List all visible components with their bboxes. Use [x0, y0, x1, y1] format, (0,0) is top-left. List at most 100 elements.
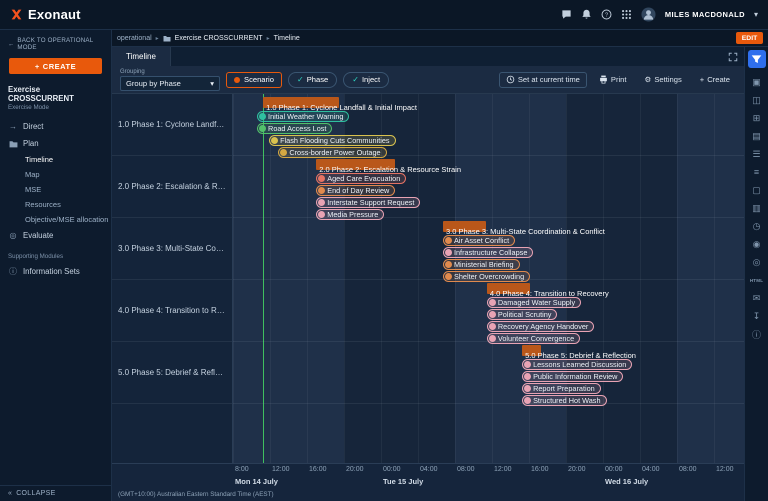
phase-bar-fill: [522, 345, 542, 356]
settings-button[interactable]: ⚙ Settings: [644, 75, 682, 84]
inject-pill[interactable]: Volunteer Convergence: [486, 333, 581, 344]
phase-bar-label: 4.0 Phase 4: Transition to Recovery: [489, 289, 609, 298]
inject-pill[interactable]: Political Scrutiny: [486, 309, 558, 320]
info-icon[interactable]: ⓘ: [751, 329, 761, 340]
phase-bar[interactable]: 2.0 Phase 2: Escalation & Resource Strai…: [316, 159, 464, 174]
clock-icon[interactable]: ◷: [752, 220, 761, 231]
inject-pill[interactable]: End of Day Review: [316, 185, 396, 196]
axis-tick-label: 20:00: [346, 466, 364, 473]
split-view-icon[interactable]: ◫: [752, 94, 761, 105]
phase-bar[interactable]: 5.0 Phase 5: Debrief & Reflection: [522, 345, 639, 360]
timeline-row-label[interactable]: 4.0 Phase 4: Transition to Recovery: [112, 280, 232, 342]
grid-column: [640, 94, 677, 463]
phase-bar[interactable]: 4.0 Phase 4: Transition to Recovery: [486, 283, 612, 298]
print-button[interactable]: Print: [593, 72, 633, 88]
inject-pill[interactable]: Damaged Water Supply: [486, 297, 582, 308]
avatar[interactable]: [641, 7, 656, 22]
axis-date-label: Wed 16 July: [605, 477, 649, 486]
sidebar-item-mse[interactable]: MSE: [25, 185, 42, 194]
sidebar-item-map[interactable]: Map: [25, 170, 40, 179]
axis-tick-label: 12:00: [272, 466, 290, 473]
create-inject-button[interactable]: + Create: [699, 75, 730, 84]
users-icon[interactable]: ◉: [752, 238, 761, 249]
set-current-time-button[interactable]: Set at current time: [498, 71, 587, 88]
breadcrumb-exercise[interactable]: Exercise CROSSCURRENT: [174, 34, 263, 42]
axis-tick-label: 8:00: [235, 466, 249, 473]
printer-icon: [599, 75, 608, 84]
current-time-line: [263, 94, 265, 463]
inject-pill[interactable]: Structured Hot Wash: [522, 395, 607, 406]
calendar-icon[interactable]: ⊞: [752, 112, 761, 123]
inject-pill[interactable]: Report Preparation: [522, 383, 601, 394]
axis-ticks: 8:00 12:00 16:00 20:00 00:00 04:00 08:00 12:00 1…: [233, 464, 744, 489]
brand: Exonaut: [10, 7, 81, 22]
card-view-icon[interactable]: ▣: [752, 76, 761, 87]
sidebar-item-objective-mse-allocation[interactable]: Objective/MSE allocation: [25, 215, 109, 224]
collapse-sidebar-button[interactable]: «COLLAPSE: [0, 485, 111, 501]
html-icon[interactable]: HTML: [749, 277, 764, 283]
fullscreen-icon[interactable]: [728, 47, 738, 66]
chevron-down-icon[interactable]: ▾: [753, 10, 758, 19]
inject-pill[interactable]: Flash Flooding Cuts Communities: [269, 135, 396, 146]
inject-pill[interactable]: Interstate Support Request: [316, 197, 421, 208]
grouping-select[interactable]: Group by Phase ▾: [120, 75, 220, 91]
sidebar-item-information-sets[interactable]: ⓘ Information Sets: [9, 267, 80, 276]
timeline-row-label[interactable]: 2.0 Phase 2: Escalation & Resource Strai…: [112, 156, 232, 218]
axis-tick-label: 00:00: [605, 466, 623, 473]
menu-list-icon[interactable]: ☰: [752, 148, 761, 159]
tab-timeline[interactable]: Timeline: [112, 47, 171, 66]
gear-icon: ⚙: [644, 75, 652, 84]
inject-pill[interactable]: Media Pressure: [316, 209, 385, 220]
inject-pill[interactable]: Public Information Review: [522, 371, 624, 382]
board-view-icon[interactable]: ▤: [752, 130, 761, 141]
timeline-row-label[interactable]: 3.0 Phase 3: Multi-State Coordination & …: [112, 218, 232, 280]
grouping-control: Grouping Group by Phase ▾: [120, 69, 220, 91]
inject-pill[interactable]: Initial Weather Warning: [257, 111, 350, 122]
chat-icon[interactable]: [561, 9, 572, 20]
inject-pill[interactable]: Lessons Learned Discussion: [522, 359, 633, 370]
inject-toggle[interactable]: ✓ Inject: [343, 71, 390, 88]
phase-toggle[interactable]: ✓ Phase: [287, 71, 338, 88]
download-icon[interactable]: ↧: [752, 310, 761, 321]
table-icon[interactable]: ▥: [752, 202, 761, 213]
breadcrumb-timeline[interactable]: Timeline: [273, 34, 300, 42]
back-to-operational-link[interactable]: ← BACK TO OPERATIONAL MODE: [8, 37, 94, 51]
inject-pill[interactable]: Air Asset Conflict: [442, 235, 516, 246]
axis-tick-label: 16:00: [531, 466, 549, 473]
inject-pill[interactable]: Road Access Lost: [257, 123, 333, 134]
inject-pill[interactable]: Infrastructure Collapse: [442, 247, 534, 258]
sidebar-item-direct[interactable]: → Direct: [9, 122, 44, 131]
chart-area[interactable]: 1.0 Phase 1: Cyclone Landfall & Initial …: [233, 94, 744, 463]
grid-column: [344, 94, 381, 463]
inject-pill[interactable]: Aged Care Evacuation: [316, 173, 407, 184]
sidebar-item-resources[interactable]: Resources: [25, 200, 61, 209]
help-icon[interactable]: ?: [601, 9, 612, 20]
edit-button[interactable]: EDIT: [736, 32, 763, 44]
rows-icon[interactable]: ≡: [753, 167, 760, 177]
phase-bar[interactable]: 1.0 Phase 1: Cyclone Landfall & Initial …: [263, 97, 420, 112]
inject-pill[interactable]: Cross-border Power Outage: [278, 147, 387, 158]
inject-icon: [444, 273, 452, 280]
sidebar-item-timeline[interactable]: Timeline: [25, 155, 54, 164]
sidebar-item-plan[interactable]: Plan: [0, 135, 111, 152]
user-name[interactable]: MILES MACDONALD: [664, 10, 745, 19]
create-button[interactable]: + CREATE: [9, 58, 102, 74]
scenario-button[interactable]: Scenario: [226, 71, 282, 88]
document-icon[interactable]: ▢: [752, 184, 761, 195]
inject-icon: [488, 323, 496, 330]
axis-tick-label: 04:00: [642, 466, 660, 473]
notifications-icon[interactable]: [581, 9, 592, 20]
mail-icon[interactable]: ✉: [752, 292, 761, 303]
group-icon[interactable]: ◎: [752, 256, 761, 267]
filter-icon[interactable]: [747, 50, 766, 68]
phase-bar[interactable]: 3.0 Phase 3: Multi-State Coordination & …: [442, 221, 608, 236]
inject-pill[interactable]: Recovery Agency Handover: [486, 321, 595, 332]
timeline-row-label[interactable]: 5.0 Phase 5: Debrief & Reflection: [112, 342, 232, 404]
inject-pill[interactable]: Ministerial Briefing: [442, 259, 520, 270]
phase-bar-fill: [486, 283, 530, 294]
apps-grid-icon[interactable]: [621, 9, 632, 20]
breadcrumb-operational[interactable]: operational: [117, 34, 152, 42]
inject-pill[interactable]: Shelter Overcrowding: [442, 271, 531, 282]
sidebar-item-evaluate[interactable]: ◎ Evaluate: [9, 231, 54, 240]
timeline-row-label[interactable]: 1.0 Phase 1: Cyclone Landfall & Initial …: [112, 94, 232, 156]
